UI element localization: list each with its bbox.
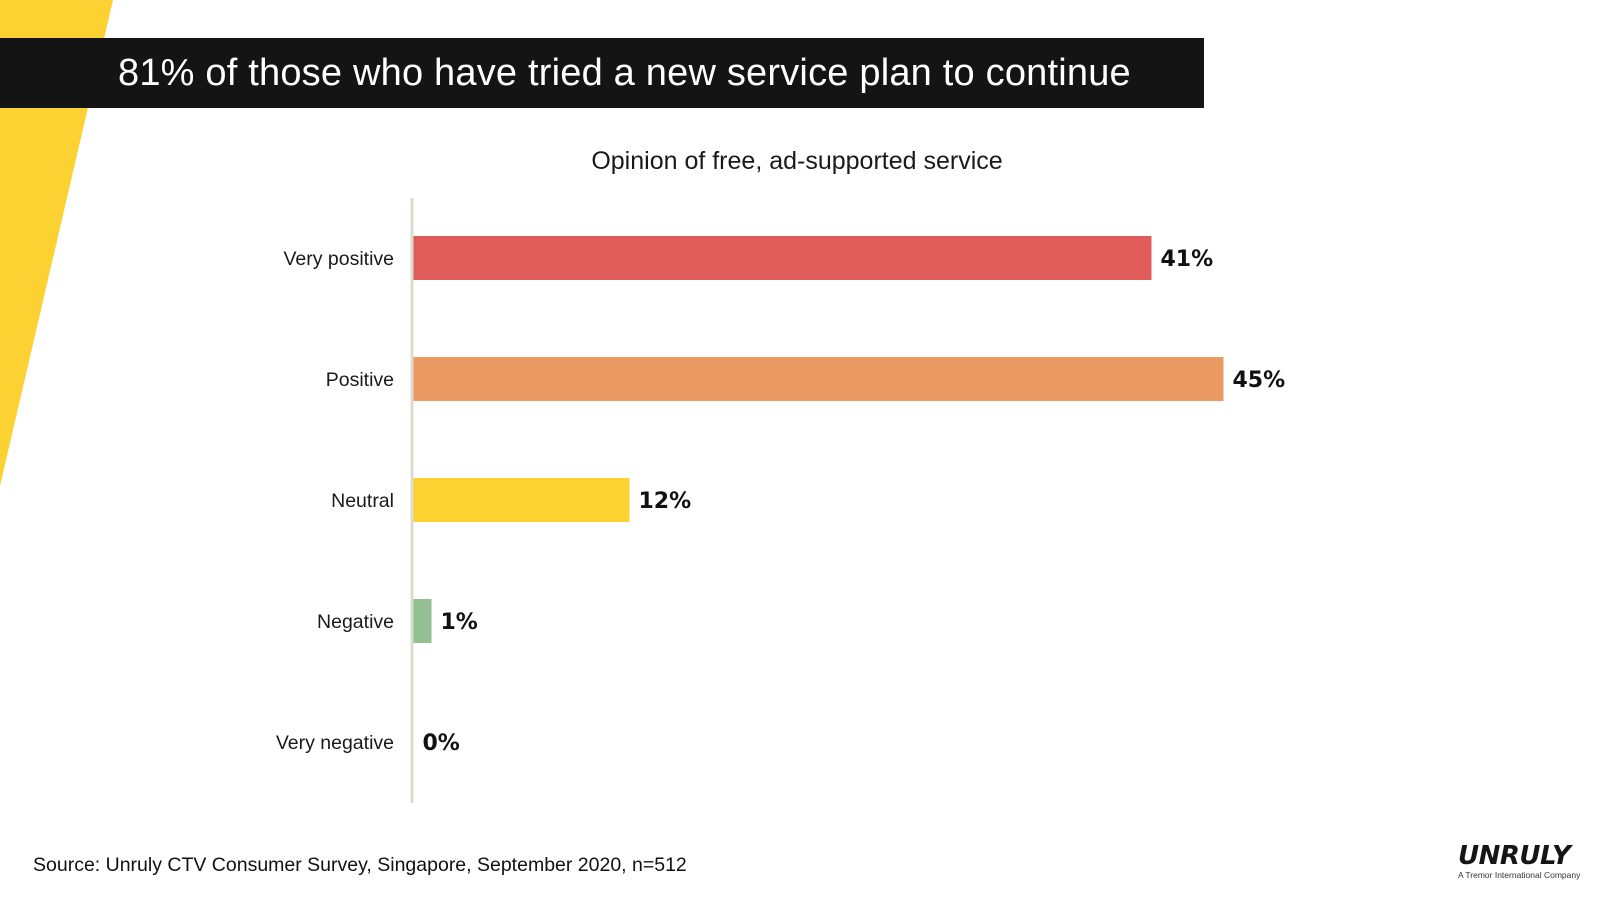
category-label: Very positive (283, 248, 394, 270)
category-label: Very negative (276, 732, 394, 754)
logo-wordmark: UNRULY (1458, 841, 1571, 871)
chart-title: Opinion of free, ad-supported service (591, 147, 1003, 175)
chart-title-wrap: Opinion of free, ad-supported service (0, 147, 1600, 176)
yellow-accent-polygon (0, 0, 113, 486)
data-label: 0% (423, 731, 460, 756)
category-label: Negative (317, 611, 394, 633)
bar (413, 236, 1152, 280)
data-label: 45% (1233, 368, 1286, 393)
data-label: 12% (639, 489, 692, 514)
source-note: Source: Unruly CTV Consumer Survey, Sing… (33, 854, 687, 876)
bar (413, 599, 432, 643)
bar (413, 478, 630, 522)
unruly-logo: UNRULY A Tremor International Company (1458, 842, 1582, 880)
category-label: Neutral (331, 490, 394, 512)
data-label: 1% (441, 610, 478, 635)
headline-bar: 81% of those who have tried a new servic… (0, 38, 1204, 108)
category-label: Positive (326, 369, 394, 391)
headline: 81% of those who have tried a new servic… (118, 51, 1131, 94)
data-label: 41% (1161, 247, 1214, 272)
logo-tagline: A Tremor International Company (1458, 870, 1581, 880)
bar (413, 357, 1224, 401)
